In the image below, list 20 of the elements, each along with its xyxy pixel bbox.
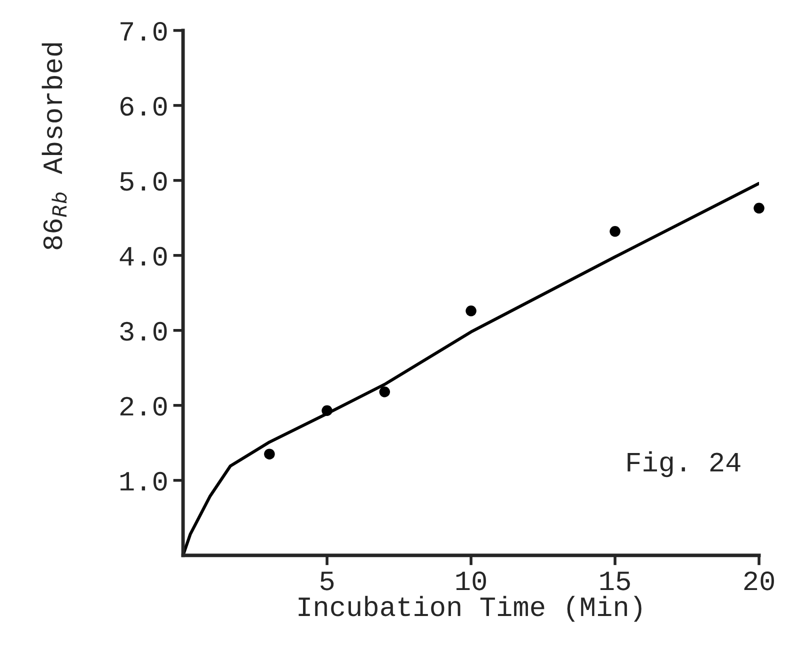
x-tick-label: 5 <box>320 572 334 590</box>
point <box>754 202 764 214</box>
y-tick-label: 7.0 <box>120 22 167 41</box>
x-tick-label: 15 <box>600 572 630 590</box>
point <box>610 226 620 237</box>
y-tick-label: 5.0 <box>120 172 167 191</box>
point <box>264 448 275 460</box>
y-tick-label: 6.0 <box>120 96 167 116</box>
y-tick-label: 4.0 <box>120 246 167 266</box>
x-tick-label: 10 <box>456 571 486 590</box>
x-tick-label: 20 <box>744 571 774 590</box>
annotation: Fig. 24 <box>628 451 740 478</box>
y-tick-label: 3.0 <box>120 322 167 341</box>
x-axis-title: Incubation Time (Min) <box>298 596 642 622</box>
y-tick-label: 2.0 <box>120 396 167 416</box>
point <box>379 386 390 398</box>
y-axis-title: 86$_{Rb}$ Absorbed <box>42 43 67 250</box>
point <box>466 306 476 316</box>
point <box>322 405 332 416</box>
y-tick-label: 1.0 <box>120 472 167 491</box>
